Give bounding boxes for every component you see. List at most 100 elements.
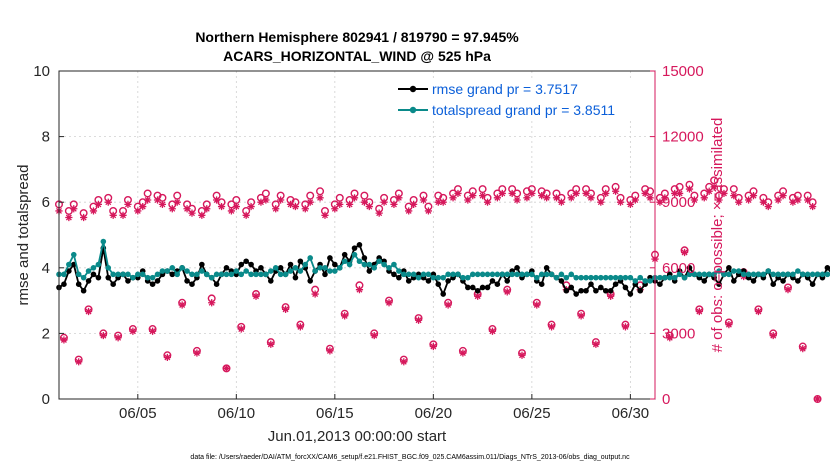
obs-assimilated-point — [661, 194, 669, 202]
totalspread-point — [795, 268, 801, 274]
rmse-point — [85, 278, 92, 284]
rmse-point — [405, 278, 412, 284]
totalspread-point — [248, 271, 254, 278]
obs-assimilated-point — [804, 196, 812, 204]
obs-assimilated-point — [321, 211, 329, 219]
rmse-point — [189, 281, 195, 288]
obs-assimilated-point — [291, 202, 300, 211]
obs-assimilated-point — [370, 331, 378, 340]
chart-title-line1: Northern Hemisphere 802941 / 819790 = 97… — [195, 29, 519, 45]
totalspread-point — [617, 274, 624, 281]
obs-assimilated-point — [173, 198, 181, 206]
totalspread-point — [706, 271, 712, 278]
totalspread-point — [66, 261, 72, 268]
obs-assimilated-point — [789, 198, 797, 206]
obs-assimilated-point — [656, 198, 664, 206]
rmse-point — [184, 278, 190, 284]
obs-assimilated-point — [646, 194, 654, 202]
totalspread-point — [258, 271, 264, 278]
legend-box — [395, 79, 644, 119]
rmse-point — [277, 265, 284, 271]
obs-assimilated-point — [434, 198, 442, 206]
rmse-point — [716, 281, 722, 288]
obs-assimilated-point — [582, 189, 590, 198]
obs-assimilated-point — [148, 327, 157, 335]
obs-assimilated-point — [188, 209, 196, 217]
x-tick-label: 06/10 — [218, 405, 256, 422]
totalspread-point — [450, 271, 456, 278]
totalspread-point — [538, 271, 545, 278]
obs-assimilated-point — [523, 194, 531, 202]
rmse-point — [622, 284, 629, 291]
rmse-point — [396, 274, 402, 281]
obs-assimilated-point — [65, 213, 73, 222]
totalspread-point — [484, 271, 491, 278]
rmse-point — [445, 278, 451, 284]
obs-assimilated-point — [454, 189, 462, 198]
rmse-point — [297, 258, 304, 265]
obs-assimilated-point — [144, 196, 152, 204]
rmse-point — [307, 278, 314, 284]
obs-assimilated-point — [439, 198, 447, 206]
rmse-point — [332, 261, 338, 268]
rmse-point — [391, 271, 397, 278]
rmse-point — [80, 287, 87, 294]
obs-assimilated-point — [232, 202, 240, 211]
rmse-point — [780, 278, 786, 284]
rmse-point — [750, 278, 757, 284]
totalspread-point — [61, 271, 67, 278]
rmse-point — [440, 291, 446, 297]
totalspread-point — [317, 265, 323, 271]
rmse-point — [607, 287, 614, 294]
totalspread-point — [494, 271, 501, 278]
totalspread-point — [588, 274, 594, 281]
data-file-footnote: data file: /Users/raeder/DAI/ATM_forcXX/… — [190, 454, 630, 461]
obs-assimilated-point — [222, 364, 231, 372]
totalspread-point — [179, 265, 185, 271]
rmse-point — [292, 274, 299, 281]
totalspread-point — [194, 271, 200, 278]
totalspread-point — [263, 271, 269, 278]
totalspread-point — [144, 274, 151, 281]
totalspread-point — [169, 265, 176, 271]
obs-assimilated-point — [124, 200, 132, 208]
obs-assimilated-point — [134, 207, 142, 215]
totalspread-point — [135, 271, 141, 278]
legend: rmse grand pr = 3.7517 totalspread grand… — [395, 79, 644, 119]
totalspread-point — [218, 271, 225, 278]
obs-assimilated-point — [301, 205, 309, 213]
totalspread-point — [425, 271, 432, 278]
rmse-point — [731, 278, 737, 284]
obs-assimilated-point — [799, 345, 807, 353]
obs-assimilated-point — [483, 198, 492, 206]
totalspread-point — [607, 274, 614, 281]
obs-assimilated-point — [779, 192, 787, 200]
totalspread-point — [430, 274, 437, 281]
totalspread-point — [573, 274, 579, 281]
obs-assimilated-point — [685, 185, 694, 193]
y-right-tick-label: 6000 — [662, 260, 695, 277]
totalspread-point — [332, 268, 338, 274]
chart-title-line2: ACARS_HORIZONTAL_WIND @ 525 hPa — [223, 48, 491, 64]
totalspread-point — [105, 265, 112, 271]
y-right-tick-label: 9000 — [662, 194, 695, 211]
totalspread-point — [327, 268, 333, 274]
totalspread-point — [440, 274, 446, 281]
totalspread-point — [415, 274, 422, 281]
totalspread-point — [376, 258, 382, 265]
totalspread-point — [203, 271, 210, 278]
totalspread-point — [770, 271, 777, 278]
obs-assimilated-point — [680, 248, 689, 257]
totalspread-point — [366, 261, 373, 268]
totalspread-point — [184, 268, 190, 274]
y-left-tick-label: 0 — [42, 391, 50, 408]
totalspread-point — [583, 274, 589, 281]
obs-assimilated-point — [360, 198, 368, 206]
obs-assimilated-point — [306, 198, 314, 206]
obs-assimilated-point — [163, 353, 171, 362]
obs-assimilated-point — [286, 200, 295, 208]
obs-assimilated-point — [587, 194, 595, 202]
obs-assimilated-point — [168, 205, 176, 213]
legend-rmse-label: rmse grand pr = 3.7517 — [432, 81, 578, 97]
